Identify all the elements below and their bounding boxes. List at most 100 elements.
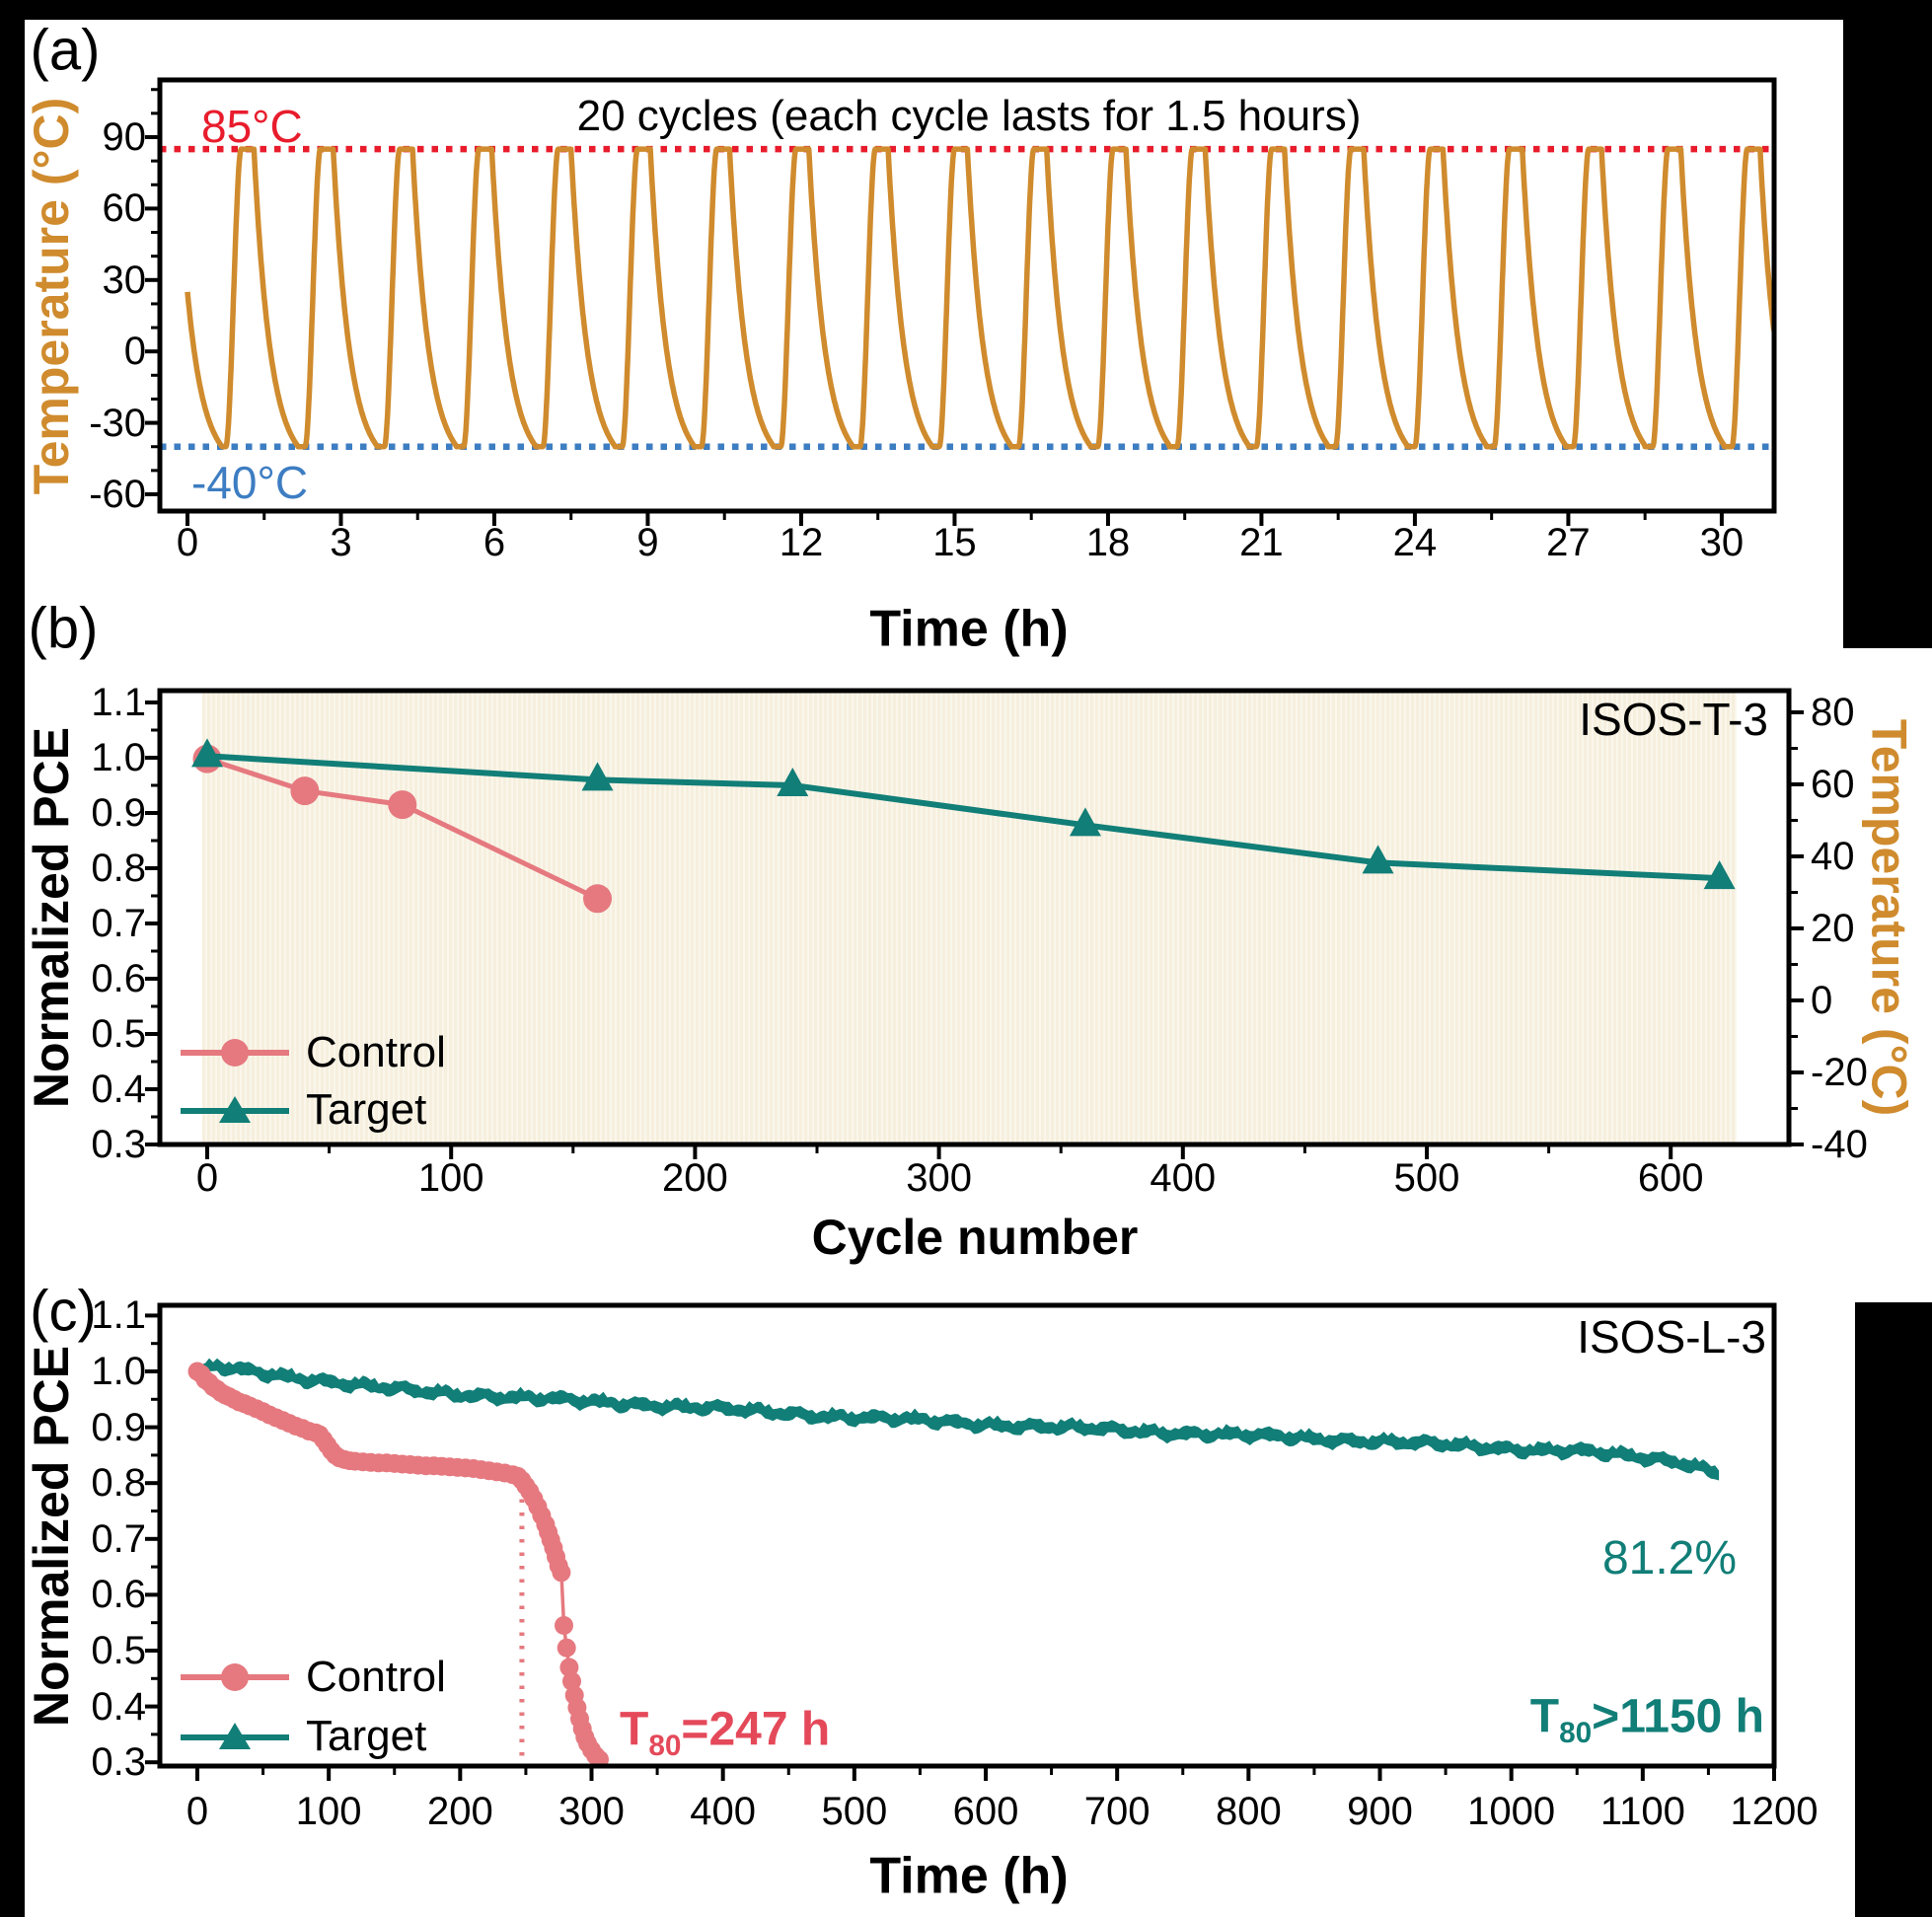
t80-target-annotation: T80>1150 h [1529,1690,1764,1750]
panel-c-x-tick-label: 700 [1083,1790,1151,1833]
panel-a-x-axis-label: Time (h) [869,600,1069,658]
panel-b-y-tick-label: 0.5 [91,1012,146,1056]
panel-b-x-tick-label: 600 [1637,1156,1704,1200]
panel-c-y-tick-label: 0.6 [91,1573,146,1617]
panel-c-y-axis-label: Normalized PCE [23,1345,79,1728]
panel-c-y-tick-label: 1.1 [91,1293,146,1338]
panel-b-right-y-tick-label: 0 [1811,979,1833,1022]
t80-target-sub: 80 [1559,1717,1593,1750]
target-marker-icon [181,1096,289,1123]
t80-control-sub: 80 [648,1730,682,1763]
panel-b-x-tick-label: 0 [195,1156,219,1200]
panel-b-y-tick-label: 0.3 [91,1123,146,1166]
panel-b-right-y-tick-label: -40 [1811,1123,1868,1166]
panel-c-legend-control-label: Control [306,1653,446,1701]
panel-b-right-y-tick-label: 40 [1811,835,1855,878]
panel-b-corner-label: ISOS-T-3 [1579,693,1768,745]
panel-c-x-tick-label: 900 [1347,1790,1413,1833]
panel-c-letter: (c) [30,1279,97,1344]
panel-c-y-tick-label: 0.3 [91,1740,146,1785]
panel-a-high-temp-label: 85°C [201,100,303,152]
panel-a-letter: (a) [30,18,101,83]
panel-a-title: 20 cycles (each cycle lasts for 1.5 hour… [576,91,1362,140]
panel-c-x-tick-label: 400 [690,1790,757,1833]
panel-b-right-y-tick-label: 60 [1811,763,1855,806]
panel-c-x-tick-label: 200 [426,1790,493,1833]
panel-b-y-tick-label: 0.6 [91,957,146,1000]
control-marker-icon [181,1039,289,1067]
t80-target-base: T [1529,1690,1560,1743]
panel-c-y-tick-label: 0.7 [91,1516,146,1561]
panel-c-x-tick-label: 1200 [1730,1790,1819,1833]
panel-b-x-axis-label: Cycle number [811,1209,1139,1265]
panel-c-x-tick-label: 500 [821,1790,888,1833]
panel-c-corner-label: ISOS-L-3 [1577,1310,1766,1363]
panel-c-x-tick-label: 800 [1215,1790,1282,1833]
panel-a-x-tick-label: 9 [636,521,659,564]
panel-a-background [25,20,1843,648]
panel-a-y-tick-label: 0 [123,330,146,374]
panel-c-y-tick-label: 0.5 [91,1629,146,1672]
panel-a-y-tick-label: 30 [102,258,147,302]
panel-b-x-tick-label: 500 [1393,1156,1460,1200]
t80-control-rest: =247 h [681,1703,831,1756]
target-marker-icon [181,1723,289,1749]
panel-c-background [25,1302,1855,1917]
panel-b-y-tick-label: 0.4 [91,1068,146,1111]
panel-b-legend-target: Target [180,1085,426,1135]
panel-c-legend-target: Target [180,1712,426,1761]
panel-a-y-tick-label: 90 [102,115,147,159]
t80-control-base: T [620,1703,649,1756]
panel-a-x-tick-label: 24 [1392,521,1438,564]
panel-b-right-y-tick-label: -20 [1811,1051,1868,1094]
panel-b-x-tick-label: 100 [417,1156,484,1200]
panel-a-x-tick-label: 15 [932,521,977,564]
panel-b-x-tick-label: 300 [906,1156,972,1200]
panel-b-legend-control: Control [180,1028,446,1077]
panel-a-x-tick-label: 0 [176,521,199,564]
panel-b-y-axis-label: Normalized PCE [23,726,79,1109]
panel-a-x-tick-label: 12 [779,521,824,564]
panel-c-x-axis-label: Time (h) [869,1847,1069,1905]
panel-b-y-tick-label: 0.8 [91,847,146,890]
final-pce-annotation: 81.2% [1601,1531,1738,1585]
panel-a-x-tick-label: 18 [1085,521,1131,564]
panel-c-y-tick-label: 0.8 [91,1461,146,1506]
panel-b-right-y-tick-label: 80 [1811,691,1855,734]
panel-c-legend-control: Control [180,1653,446,1702]
panel-c-legend-target-label: Target [306,1712,427,1760]
panel-b-y-tick-label: 1.0 [91,736,146,779]
panel-b-y-tick-label: 1.1 [91,681,146,724]
panel-a-x-tick-label: 27 [1546,521,1591,564]
t80-control-annotation: T80=247 h [620,1703,831,1763]
panel-a-y-tick-label: -60 [89,472,146,516]
panel-a-x-tick-label: 3 [330,521,352,564]
t80-target-rest: >1150 h [1592,1690,1764,1743]
panel-c-y-tick-label: 1.0 [91,1350,146,1393]
panel-c-x-tick-label: 0 [186,1790,209,1833]
panel-c-y-tick-label: 0.4 [91,1684,146,1729]
panel-b-y-tick-label: 0.7 [91,902,146,945]
panel-b-right-y-tick-label: 20 [1811,907,1855,950]
panel-a-y-axis-label: Temperature (°C) [23,97,79,495]
panel-a-y-tick-label: 60 [102,186,147,231]
panel-c-x-tick-label: 300 [558,1790,625,1833]
panel-a-low-temp-label: -40°C [191,456,309,508]
panel-c-x-tick-label: 100 [295,1790,362,1833]
panel-b-legend-target-label: Target [306,1085,427,1134]
panel-b-legend-control-label: Control [306,1028,446,1076]
panel-b-letter: (b) [28,596,99,661]
panel-c-x-tick-label: 600 [952,1790,1019,1833]
panel-a-x-tick-label: 30 [1699,521,1745,564]
panel-a-x-tick-label: 21 [1239,521,1284,564]
panel-b-x-tick-label: 400 [1150,1156,1217,1200]
panel-c-x-tick-label: 1000 [1467,1790,1556,1833]
panel-a-y-tick-label: -30 [89,401,146,445]
panel-b-right-y-axis-label: Temperature (°C) [1861,718,1917,1117]
panel-c-y-tick-label: 0.9 [91,1405,146,1449]
panel-c-x-tick-label: 1100 [1599,1790,1685,1833]
panel-a-x-tick-label: 6 [483,521,506,564]
control-marker-icon [181,1663,289,1691]
